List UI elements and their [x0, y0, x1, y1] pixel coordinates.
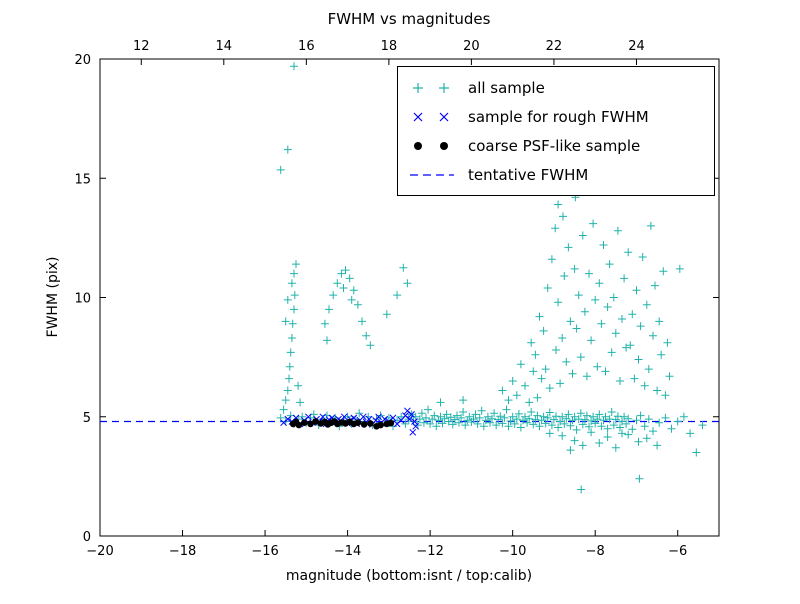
legend-item-psf-sample: coarse PSF-like sample: [408, 131, 704, 160]
top-tick-label: 18: [381, 39, 398, 54]
top-tick-label: 16: [298, 39, 315, 54]
series-layer: [100, 62, 719, 494]
legend-label: sample for rough FWHM: [468, 107, 649, 126]
x-tick-label: −16: [251, 544, 278, 559]
legend-label: all sample: [468, 78, 545, 97]
axes-layer: −20 −18 −16 −14 −12 −10 −8 −6 12 14 16 18 20 22 24 0 5 10…: [74, 39, 720, 559]
plus-marker-icon: [413, 82, 449, 93]
y-tick-label: 20: [74, 53, 91, 68]
top-tick-label: 14: [216, 39, 233, 54]
chart-title: FWHM vs magnitudes: [328, 10, 491, 28]
series-psf-dots: [289, 418, 395, 430]
top-tick-label: 20: [463, 39, 480, 54]
dot-marker-icon: [414, 141, 448, 150]
x-tick-label: −12: [416, 544, 443, 559]
legend-item-rough-fwhm: sample for rough FWHM: [408, 102, 704, 131]
x-tick-label: −8: [586, 544, 605, 559]
y-tick-label: 5: [83, 411, 91, 426]
top-tick-label: 12: [133, 39, 150, 54]
legend-label: tentative FWHM: [468, 165, 589, 184]
x-tick-label: −14: [334, 544, 361, 559]
legend-item-tentative-fwhm: tentative FWHM: [408, 160, 704, 189]
y-tick-label: 15: [74, 172, 91, 187]
top-tick-label: 24: [628, 39, 645, 54]
y-axis-label: FWHM (pix): [45, 257, 61, 338]
dashed-line-icon: [410, 173, 454, 176]
x-tick-label: −18: [169, 544, 196, 559]
y-tick-label: 0: [83, 530, 91, 545]
x-tick-label: −6: [668, 544, 687, 559]
legend-label: coarse PSF-like sample: [468, 136, 641, 155]
x-axis-label: magnitude (bottom:isnt / top:calib): [286, 568, 532, 584]
x-tick-label: −10: [499, 544, 526, 559]
legend-item-all-sample: all sample: [408, 73, 704, 102]
y-tick-label: 10: [74, 292, 91, 307]
legend: all sample sample for rough FWHM coarse …: [397, 66, 715, 196]
x-tick-label: −20: [86, 544, 113, 559]
top-tick-label: 22: [546, 39, 563, 54]
x-marker-icon: [413, 112, 449, 121]
